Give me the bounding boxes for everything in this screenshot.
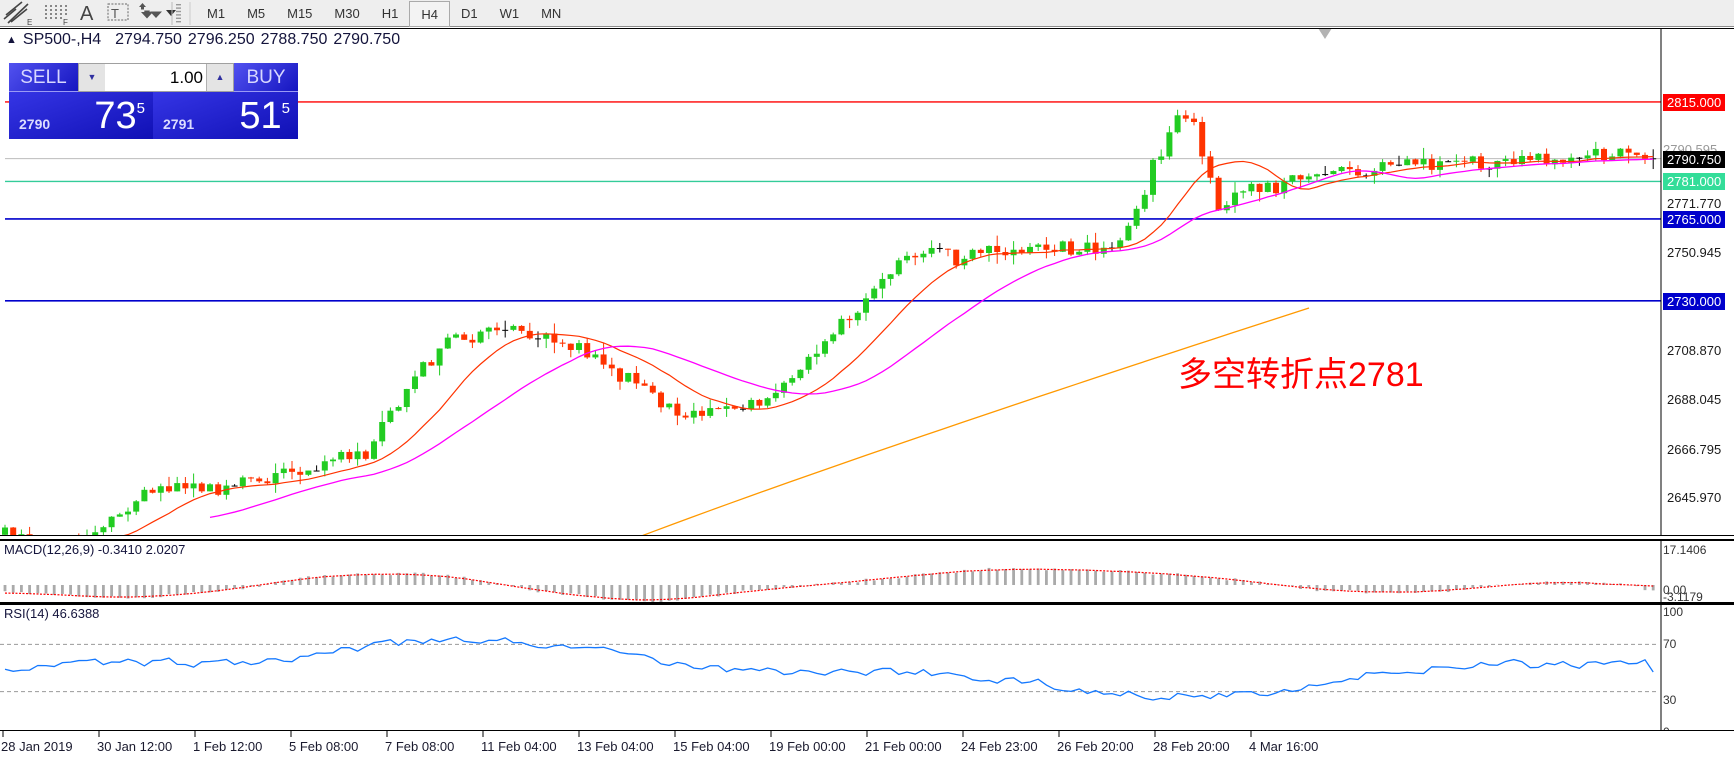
svg-text:T: T: [111, 6, 119, 21]
svg-text:A: A: [80, 3, 94, 25]
svg-text:F: F: [63, 18, 68, 27]
svg-text:E: E: [27, 18, 32, 27]
